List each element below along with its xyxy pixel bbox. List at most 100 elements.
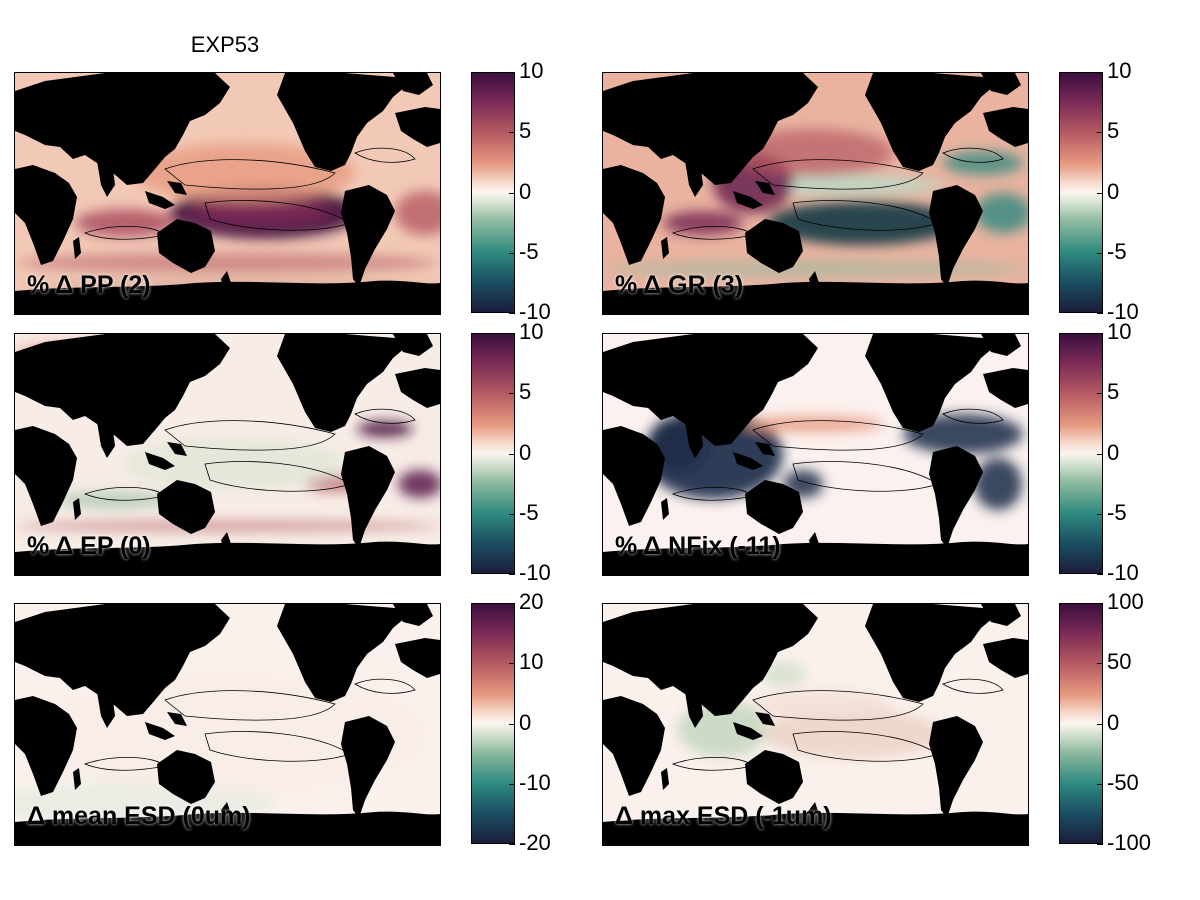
land-seasia (733, 712, 775, 740)
anomaly-region (975, 193, 1028, 233)
land-europe (395, 638, 440, 678)
colorbar-tick-mark (509, 132, 515, 134)
world-map (15, 604, 440, 845)
panel-label: % Δ GR (3) (615, 271, 744, 299)
panel-label: Δ mean ESD (0um) (27, 802, 251, 830)
colorbar-tick-mark (509, 453, 515, 455)
colorbar-tick-label: -50 (1107, 769, 1139, 795)
anomaly-region (135, 143, 355, 203)
colorbar-tick-mark (509, 333, 515, 334)
anomaly-region (398, 470, 440, 498)
land-seasia (145, 181, 187, 209)
world-map (603, 604, 1028, 845)
colorbar-tick-mark (1097, 574, 1103, 575)
contour-line (354, 408, 416, 424)
land-nz (221, 532, 231, 548)
colorbar-tick-label: -10 (519, 560, 551, 585)
colorbar-tick-mark (509, 72, 515, 73)
world-map (603, 73, 1028, 314)
land-antarctica (603, 280, 1028, 314)
figure-title: EXP53 (190, 32, 260, 57)
land-samerica (929, 185, 983, 287)
colorbar-tick-mark (1097, 513, 1103, 515)
colorbar-tick-label: 10 (1107, 319, 1132, 344)
colorbar-tick-label: -5 (1107, 499, 1127, 525)
contour-line (752, 159, 924, 190)
colorbar (471, 72, 515, 313)
land-greenland (981, 604, 1021, 626)
anomaly-region (17, 253, 437, 273)
colorbar-tick-mark (509, 192, 515, 194)
land-namerica (865, 334, 993, 432)
land-greenland (393, 73, 433, 95)
world-map (15, 334, 440, 575)
land-antarctica (603, 541, 1028, 575)
land-nz (809, 271, 819, 287)
contour-line (942, 678, 1004, 694)
contour-line (942, 147, 1004, 163)
land-asia (603, 73, 818, 185)
land-asia (15, 73, 230, 185)
land-nz (809, 532, 819, 548)
colorbar-tick-label: 5 (1107, 379, 1120, 405)
land-europe (983, 368, 1028, 408)
anomaly-region (974, 458, 1022, 510)
land-namerica (865, 604, 993, 702)
land-namerica (277, 73, 405, 171)
colorbar-tick-label: 5 (519, 118, 532, 144)
colorbar-tick-mark (1097, 783, 1103, 785)
land-africa (603, 426, 665, 526)
anomaly-region (753, 690, 893, 718)
anomaly-region (768, 201, 958, 245)
colorbar-tick-mark (1097, 393, 1103, 395)
colorbar-tick-label: -10 (519, 299, 551, 324)
land-namerica (277, 334, 405, 432)
land-seasia (145, 712, 187, 740)
land-nz (221, 802, 231, 818)
panel-label: Δ max ESD (-1um) (615, 802, 832, 830)
anomaly-region (190, 197, 330, 225)
land-india (685, 161, 703, 197)
colorbar (471, 333, 515, 574)
land-australia (157, 750, 215, 804)
land-india (97, 161, 115, 197)
panel-label: % Δ NFix (-11) (615, 532, 781, 560)
land-samerica (929, 446, 983, 548)
contour-line (752, 420, 924, 451)
colorbar-tick-label: -10 (1107, 299, 1139, 324)
land-madagascar (73, 768, 81, 790)
colorbar-tick-mark (509, 252, 515, 254)
colorbar-tick-mark (1097, 603, 1103, 604)
colorbar-tick-label: 0 (1107, 709, 1120, 735)
colorbar-tick-label: 10 (519, 58, 544, 83)
land-greenland (981, 334, 1021, 356)
contour-line (164, 159, 336, 190)
colorbar-tick-label: 50 (1107, 649, 1132, 675)
anomaly-region (943, 151, 1023, 175)
contour-line (752, 690, 924, 721)
colorbar-tick-mark (509, 844, 515, 845)
colorbar-tick-mark (1097, 192, 1103, 194)
land-africa (603, 696, 665, 796)
land-europe (983, 638, 1028, 678)
anomaly-region (743, 416, 883, 432)
land-antarctica (15, 280, 440, 314)
colorbar (1059, 603, 1103, 844)
land-samerica (929, 716, 983, 818)
anomaly-region (761, 662, 805, 686)
land-madagascar (661, 498, 669, 520)
contour-line (942, 408, 1004, 424)
land-australia (745, 750, 803, 804)
land-australia (157, 480, 215, 534)
land-antarctica (603, 811, 1028, 845)
colorbar-tick-mark (509, 513, 515, 515)
land-africa (15, 696, 77, 796)
colorbar-tick-label: -10 (1107, 560, 1139, 585)
colorbar-tick-mark (509, 574, 515, 575)
colorbar-tick-mark (1097, 723, 1103, 725)
land-india (97, 692, 115, 728)
land-asia (603, 604, 818, 716)
land-madagascar (73, 237, 81, 259)
land-nz (809, 802, 819, 818)
colorbar-tick-mark (1097, 72, 1103, 73)
